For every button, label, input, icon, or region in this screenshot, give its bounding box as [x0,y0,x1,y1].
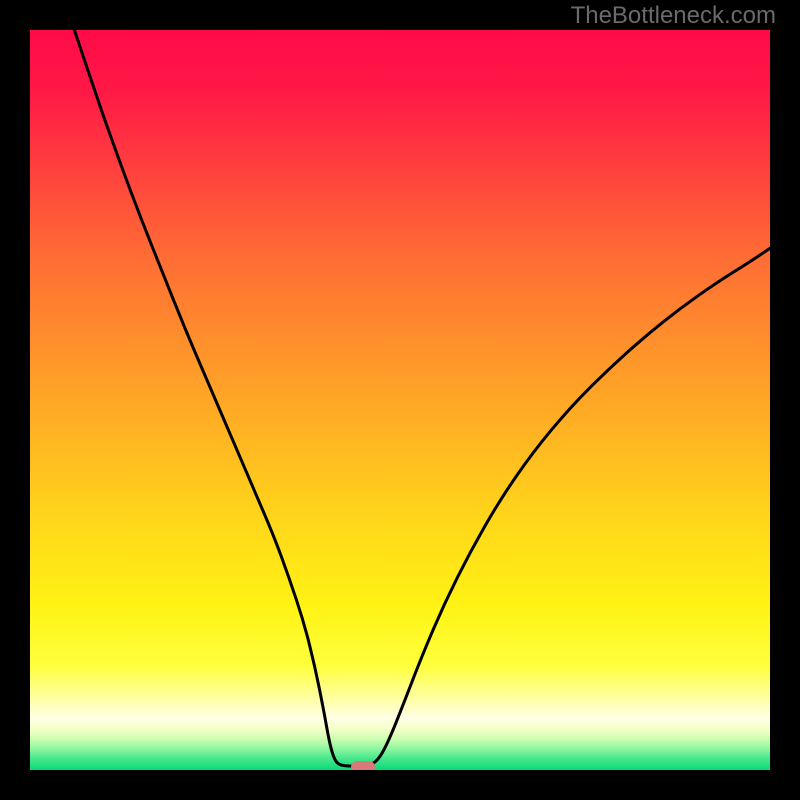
optimal-marker [351,761,375,770]
chart-stage: TheBottleneck.com [0,0,800,800]
watermark-label: TheBottleneck.com [571,2,776,30]
bottleneck-curve [74,30,770,766]
plot-area [30,30,770,770]
bottleneck-curve-svg [30,30,770,770]
